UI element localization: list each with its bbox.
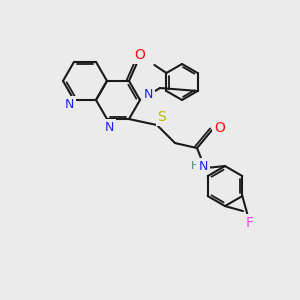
Text: N: N: [198, 160, 208, 172]
Text: H: H: [191, 161, 199, 171]
Text: S: S: [158, 110, 166, 124]
Text: N: N: [104, 121, 114, 134]
Text: F: F: [245, 216, 253, 230]
Text: N: N: [64, 98, 74, 110]
Text: O: O: [214, 121, 225, 135]
Text: N: N: [143, 88, 153, 101]
Text: O: O: [135, 48, 146, 62]
